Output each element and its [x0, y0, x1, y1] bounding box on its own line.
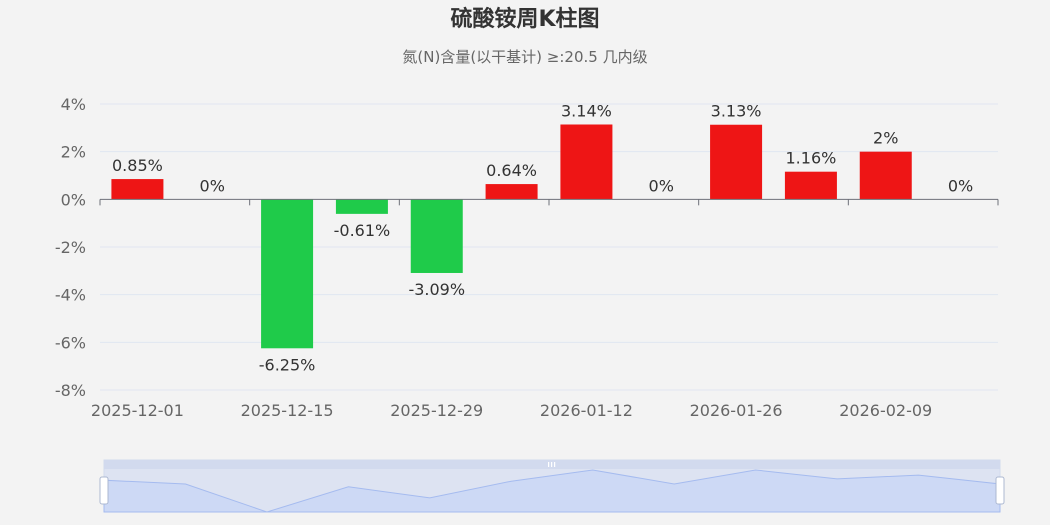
y-tick-label: -2% — [55, 238, 86, 257]
x-tick-label: 2025-12-15 — [241, 401, 334, 420]
x-tick-label: 2026-02-09 — [839, 401, 932, 420]
grid — [100, 103, 998, 391]
bar[interactable] — [335, 199, 388, 214]
x-axis — [99, 198, 999, 206]
y-tick-label: 2% — [61, 143, 86, 162]
zoom-handle-left[interactable] — [99, 476, 109, 505]
y-tick-label: -4% — [55, 286, 86, 305]
zoom-handle-right[interactable] — [995, 476, 1005, 505]
bar[interactable] — [560, 124, 613, 200]
bars — [111, 124, 912, 349]
chart-title: 硫酸铵周K柱图 — [450, 6, 599, 32]
bar-value-label: -3.09% — [408, 280, 465, 299]
x-tick-label: 2025-12-01 — [91, 401, 184, 420]
bar[interactable] — [485, 184, 538, 200]
bar-value-label: 0% — [948, 176, 973, 195]
bar[interactable] — [111, 179, 164, 200]
x-tick-label: 2025-12-29 — [390, 401, 483, 420]
bar-value-label: 1.16% — [786, 149, 837, 168]
zoom-data-shadow — [103, 469, 1001, 513]
zoom-grip-icon[interactable] — [548, 462, 556, 467]
x-axis-tick-labels: 2025-12-01 2025-12-15 2025-12-29 2026-01-12… — [91, 401, 932, 420]
y-tick-label: -6% — [55, 333, 86, 352]
y-axis-ticks: 4% 2% 0% -2% -4% -6% -8% — [55, 95, 86, 400]
bar[interactable] — [410, 199, 463, 273]
bar[interactable] — [859, 151, 912, 200]
chart-subtitle: 氮(N)含量(以干基计) ≥:20.5 几内级 — [402, 48, 647, 66]
bar-value-label: 2% — [873, 129, 898, 148]
bar-value-label: -0.61% — [334, 221, 391, 240]
data-labels: 0.85% 0% -6.25% -0.61% -3.09% 0.64% 3.14% 0% 3.1… — [112, 101, 973, 374]
y-tick-label: 0% — [61, 190, 86, 209]
x-tick-label: 2026-01-26 — [690, 401, 783, 420]
bar-value-label: -6.25% — [259, 355, 316, 374]
bar[interactable] — [784, 171, 837, 200]
bar-value-label: 0.64% — [486, 161, 537, 180]
x-tick-label: 2026-01-12 — [540, 401, 633, 420]
bar-value-label: 0.85% — [112, 156, 163, 175]
bar-value-label: 3.13% — [711, 102, 762, 121]
y-tick-label: 4% — [61, 95, 86, 114]
bar[interactable] — [261, 199, 314, 349]
y-tick-label: -8% — [55, 381, 86, 400]
data-zoom-slider[interactable] — [99, 459, 1005, 513]
bar-value-label: 3.14% — [561, 101, 612, 120]
bar-value-label: 0% — [200, 176, 225, 195]
bar-value-label: 0% — [649, 176, 674, 195]
bar[interactable] — [710, 124, 763, 200]
